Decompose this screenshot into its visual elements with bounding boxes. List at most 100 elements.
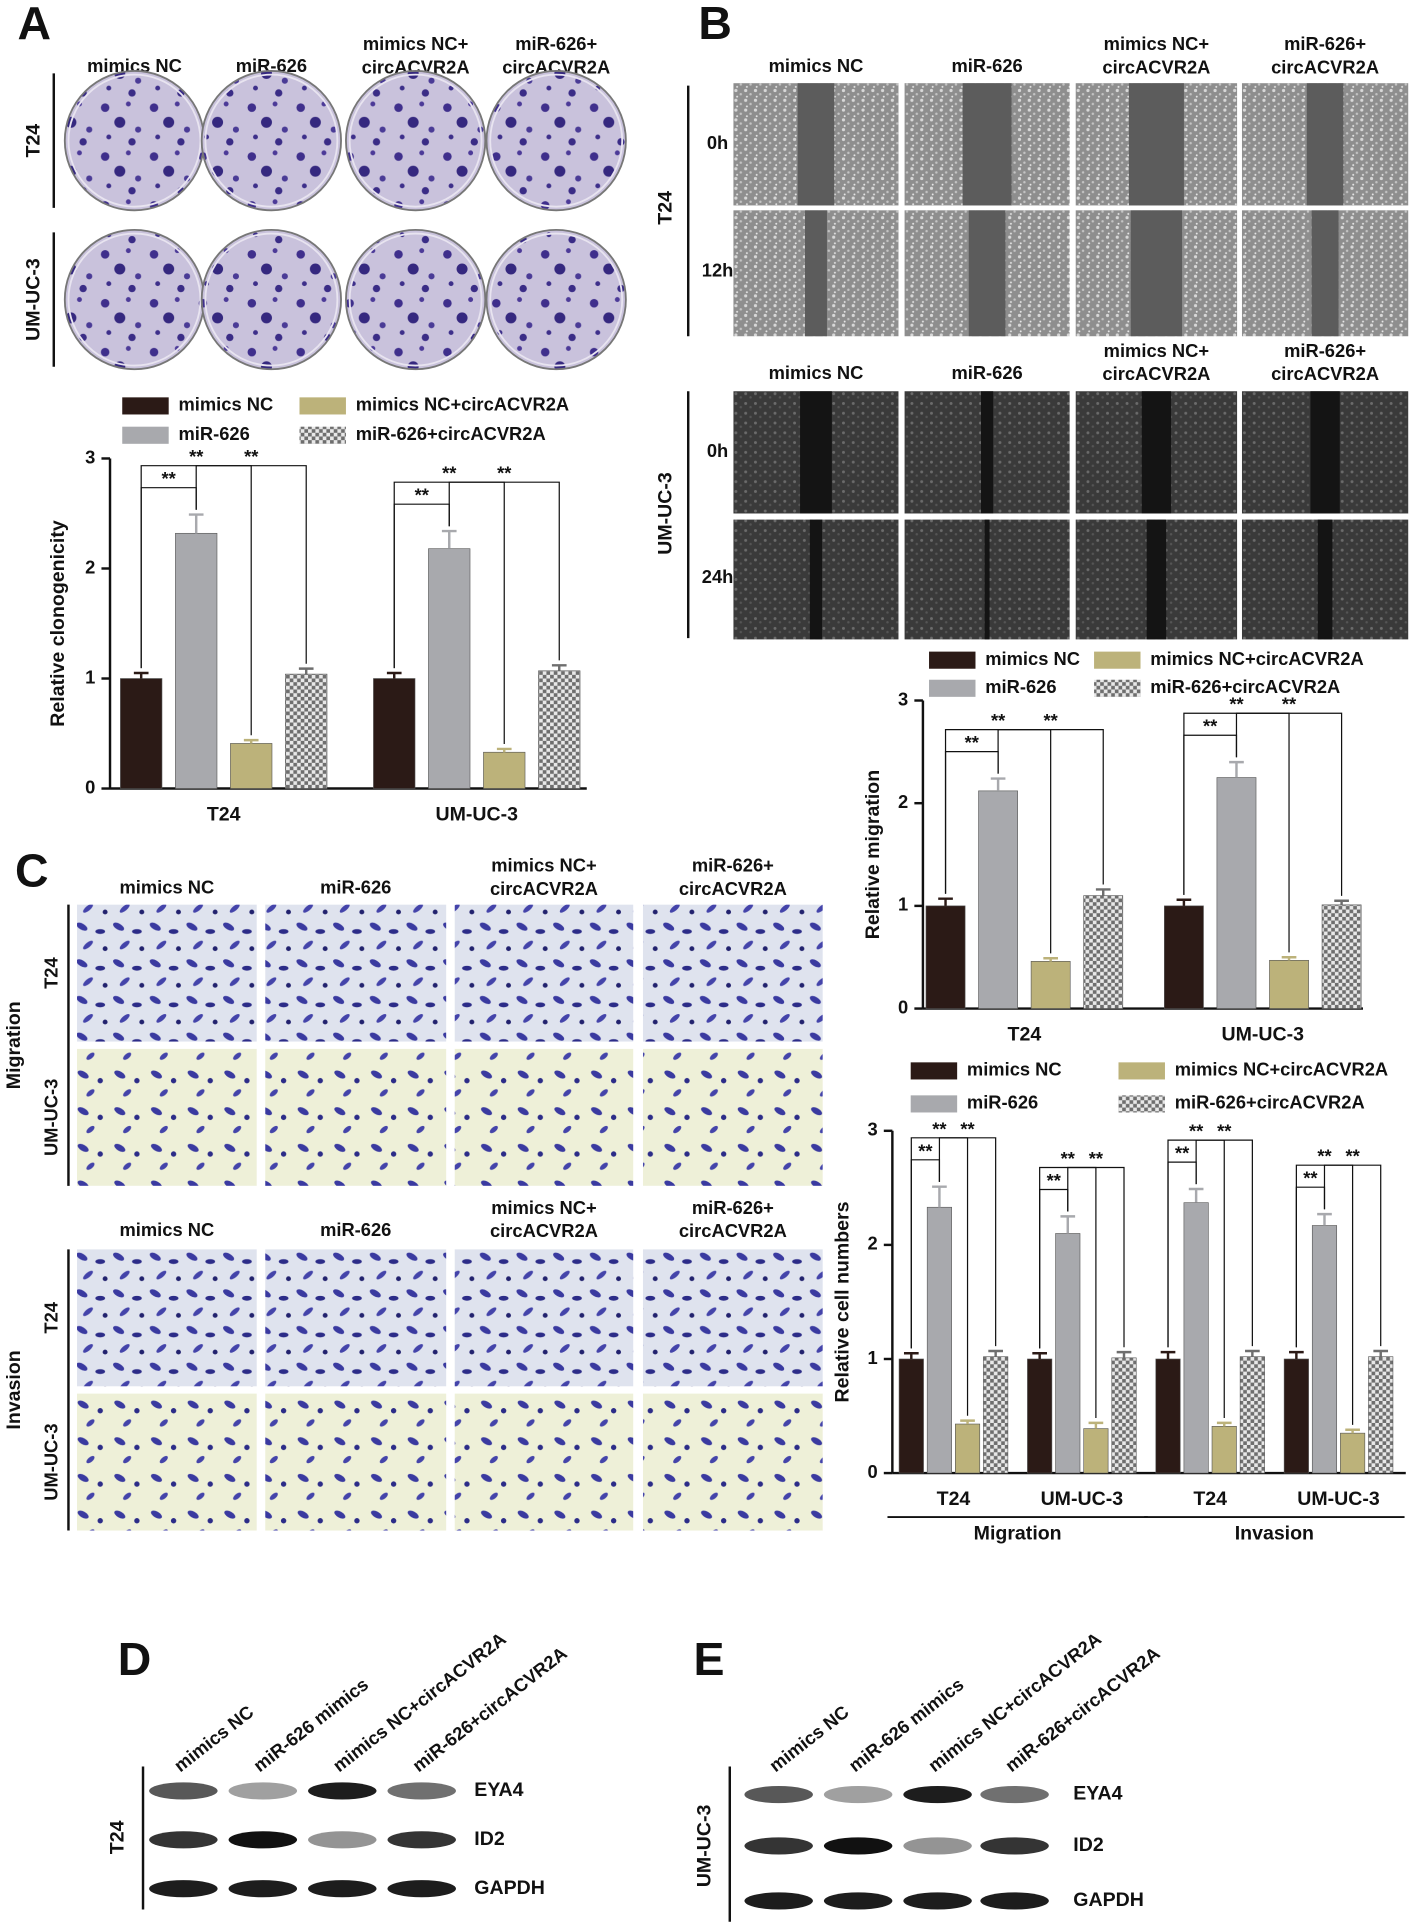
error-bar [990,777,1006,791]
label: mimics NC [87,55,182,76]
sig-bracket [938,1137,997,1347]
label: ID2 [474,1828,505,1850]
group-label: Invasion [1235,1522,1314,1544]
label: A [17,0,51,49]
transwell-image [77,904,257,1042]
sig-label: ** [415,485,430,506]
error-bar [1216,1421,1232,1427]
label: circACVR2A [490,878,598,899]
legend-label: miR-626 [985,676,1056,697]
plate-rim [348,73,483,208]
label: circACVR2A [502,56,610,77]
label: miR-626 [951,55,1022,76]
sig-label: ** [244,446,259,467]
blot-band [149,1782,218,1800]
label: circACVR2A [1271,363,1379,384]
bar [1216,777,1257,1009]
label: UM-UC-3 [40,1423,61,1500]
error-bar [386,671,402,679]
plate-rim [489,232,624,367]
label: EYA4 [1073,1783,1122,1805]
error-bar [1116,1350,1132,1358]
legend-label: mimics NC+circACVR2A [1175,1059,1388,1080]
error-bar [1043,957,1058,962]
label: Migration [3,1001,25,1089]
legend-swatch [122,426,169,444]
label: Invasion [3,1350,25,1429]
sig-label: ** [497,463,512,484]
sig-label: ** [1189,1121,1204,1142]
bar [1368,1356,1394,1474]
sig-label: ** [1282,694,1297,715]
blot-band [387,1880,456,1898]
blot-band [903,1837,972,1855]
legend-label: miR-626 [967,1092,1038,1113]
label: mimics NC [170,1701,258,1776]
label: mimics NC+ [1104,33,1209,54]
sig-label: ** [1047,1170,1062,1191]
error-bar [1060,1215,1076,1234]
sig-label: ** [991,710,1006,731]
error-bar [188,513,204,534]
sig-label: ** [918,1140,933,1161]
legend-label: mimics NC [985,648,1080,669]
bar [1111,1357,1137,1474]
label: 0h [707,440,728,461]
sig-bracket [997,729,1104,885]
error-bar [1373,1349,1389,1357]
blot-band [228,1782,298,1800]
wound-gap [1128,83,1184,206]
blot-band [823,1837,893,1855]
blot-band [308,1831,377,1849]
label: miR-626+circACVR2A [1001,1642,1164,1776]
legend-label: mimics NC+circACVR2A [356,394,569,415]
y-tick-label: 3 [85,446,95,467]
blot-band [744,1892,813,1910]
label: ID2 [1073,1834,1104,1856]
transwell-image [265,1249,447,1387]
blot-band [744,1837,813,1855]
legend-label: miR-626+circACVR2A [1175,1092,1365,1113]
legend-swatch [929,679,976,697]
bar [1055,1233,1081,1474]
wound-gap [1141,391,1172,514]
error-bar [960,1419,975,1425]
sig-label: ** [960,1118,975,1139]
legend-swatch [122,397,169,415]
y-tick-label: 2 [85,556,95,577]
label: D [118,1633,152,1685]
bar [983,1356,1009,1474]
blot-band [387,1782,456,1800]
sig-bracket [1067,1166,1125,1348]
transwell-image [265,1048,447,1186]
bar [1155,1358,1181,1474]
wound-gap [797,83,835,206]
bar [1027,1358,1053,1474]
error-bar [133,671,149,679]
wound-gap [984,519,990,640]
plate-rim [204,232,339,367]
culture-plate [485,228,627,371]
x-tick-label: T24 [1193,1488,1227,1510]
legend-label: mimics NC [967,1059,1062,1080]
wound-gap [1317,519,1333,640]
label: mimics NC [769,55,864,76]
y-tick-label: 3 [898,688,908,709]
blot-band [903,1892,972,1910]
bar [925,905,966,1009]
label: C [15,844,49,896]
sig-label: ** [1317,1146,1332,1167]
error-bar [903,1352,919,1359]
blot-band [387,1831,456,1849]
label: miR-626+ [515,33,597,54]
label: circACVR2A [679,878,787,899]
transwell-image [642,904,823,1042]
sig-label: ** [1089,1148,1104,1169]
sig-bracket [1323,1164,1382,1347]
sig-bracket [195,465,307,664]
culture-plate [200,228,342,371]
error-bar [298,667,314,675]
x-tick-label: T24 [937,1488,971,1510]
label: B [698,0,732,49]
